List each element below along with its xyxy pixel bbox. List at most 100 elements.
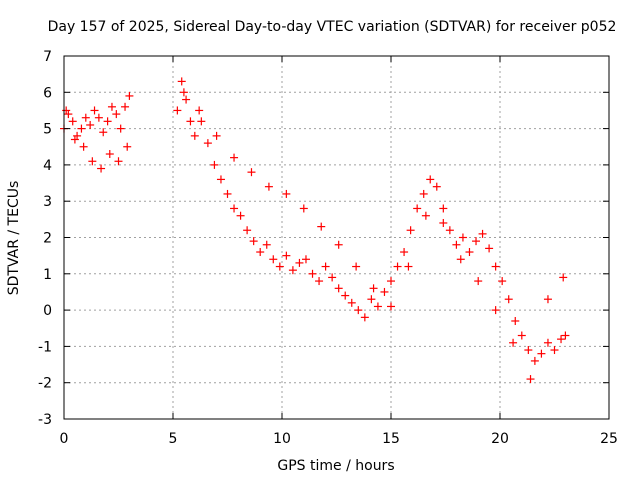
data-point — [275, 262, 284, 271]
data-point — [114, 157, 123, 166]
y-tick-label: 5 — [43, 122, 52, 138]
y-axis-ticks: -3 -2 -1 0 1 2 3 4 5 6 7 — [38, 49, 609, 428]
data-point — [179, 88, 188, 97]
data-point — [77, 124, 86, 133]
data-point — [177, 77, 186, 86]
data-point — [236, 211, 245, 220]
data-point — [559, 273, 568, 282]
data-point — [173, 106, 182, 115]
y-tick-label: 2 — [43, 231, 52, 247]
y-tick-label: 1 — [43, 267, 52, 283]
y-tick-label: 6 — [43, 85, 52, 101]
data-point — [299, 204, 308, 213]
data-point — [230, 153, 239, 162]
data-point — [182, 95, 191, 104]
data-point — [530, 356, 539, 365]
data-point — [282, 251, 291, 260]
data-point — [116, 124, 125, 133]
data-point — [369, 284, 378, 293]
data-point — [367, 295, 376, 304]
data-point — [103, 117, 112, 126]
data-point — [406, 226, 415, 235]
data-point — [249, 237, 258, 246]
data-point — [491, 262, 500, 271]
data-point — [400, 248, 409, 257]
data-point — [478, 229, 487, 238]
data-point — [123, 142, 132, 151]
data-point — [472, 237, 481, 246]
data-point — [485, 244, 494, 253]
data-point — [421, 211, 430, 220]
data-point — [526, 375, 535, 384]
data-point — [230, 204, 239, 213]
data-point — [426, 175, 435, 184]
data-point — [99, 128, 108, 137]
data-point — [543, 295, 552, 304]
data-point — [90, 106, 99, 115]
data-point — [68, 117, 77, 126]
data-point — [301, 255, 310, 264]
data-point — [373, 302, 382, 311]
data-point — [79, 142, 88, 151]
data-point — [550, 346, 559, 355]
data-points — [60, 77, 570, 384]
data-point — [465, 248, 474, 257]
x-tick-label: 10 — [273, 431, 291, 447]
data-point — [439, 218, 448, 227]
data-point — [498, 277, 507, 286]
data-point — [70, 135, 79, 144]
data-point — [334, 240, 343, 249]
data-point — [243, 226, 252, 235]
data-point — [491, 306, 500, 315]
data-point — [334, 284, 343, 293]
x-axis-ticks: 0 5 10 15 20 25 — [60, 56, 618, 447]
data-point — [439, 204, 448, 213]
x-tick-label: 20 — [491, 431, 509, 447]
data-point — [341, 291, 350, 300]
data-point — [387, 277, 395, 286]
data-point — [380, 287, 389, 296]
data-point — [212, 131, 221, 140]
data-point — [125, 91, 134, 100]
data-point — [315, 277, 324, 286]
data-point — [419, 189, 428, 198]
x-tick-label: 15 — [382, 431, 400, 447]
data-point — [413, 204, 422, 213]
data-point — [282, 189, 291, 198]
data-point — [262, 240, 271, 249]
data-point — [537, 349, 546, 358]
data-point — [360, 313, 369, 322]
y-tick-label: 4 — [43, 158, 52, 174]
data-point — [511, 316, 520, 325]
data-point — [195, 106, 204, 115]
data-point — [81, 113, 90, 122]
data-point — [393, 262, 402, 271]
x-tick-label: 25 — [600, 431, 618, 447]
x-axis-label: GPS time / hours — [277, 458, 394, 474]
data-point — [347, 298, 356, 307]
data-point — [197, 117, 206, 126]
data-point — [509, 338, 518, 347]
data-point — [452, 240, 461, 249]
data-point — [557, 335, 566, 344]
data-point — [404, 262, 413, 271]
y-tick-label: -3 — [38, 412, 52, 428]
y-tick-label: 7 — [43, 49, 52, 65]
data-point — [210, 160, 219, 169]
data-point — [474, 277, 483, 286]
data-point — [524, 346, 533, 355]
data-point — [112, 110, 121, 119]
data-point — [387, 302, 395, 311]
data-point — [321, 262, 330, 271]
data-point — [186, 117, 195, 126]
data-point — [94, 113, 103, 122]
data-point — [105, 150, 114, 159]
x-tick-label: 5 — [169, 431, 178, 447]
y-tick-label: 3 — [43, 194, 52, 210]
y-tick-label: -2 — [38, 376, 52, 392]
data-point — [295, 258, 304, 267]
data-point — [445, 226, 454, 235]
data-point — [223, 189, 232, 198]
